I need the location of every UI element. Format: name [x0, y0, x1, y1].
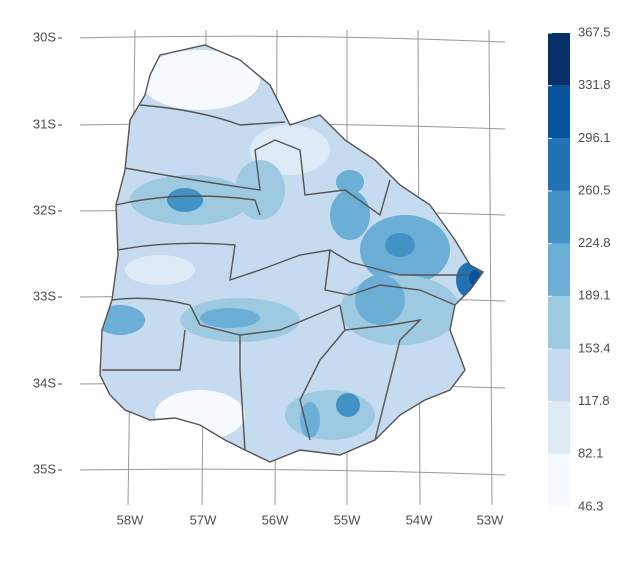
- lon-label: 56W: [262, 512, 289, 527]
- legend-band: [548, 401, 570, 455]
- legend-band: [548, 348, 570, 402]
- legend-band: [548, 454, 570, 507]
- legend-band: [548, 296, 570, 349]
- field-contour: [330, 190, 370, 240]
- lon-label: 57W: [190, 512, 217, 527]
- legend-label: 153.4: [578, 340, 611, 355]
- legend-band: [548, 85, 570, 139]
- field-contour: [200, 308, 260, 328]
- lat-label: 35S: [33, 461, 56, 476]
- lat-label: 32S: [33, 202, 56, 217]
- field-contour: [285, 390, 375, 440]
- legend-label: 331.8: [578, 77, 611, 92]
- legend-band: [548, 243, 570, 297]
- field-contour: [300, 402, 320, 438]
- legend-label: 296.1: [578, 130, 611, 145]
- department-borders: [101, 104, 470, 451]
- legend-label: 367.5: [578, 24, 611, 39]
- lat-label: 30S: [33, 29, 56, 44]
- lon-label: 53W: [477, 512, 504, 527]
- field-contour: [125, 255, 195, 285]
- rainfall-field: [100, 45, 483, 462]
- legend-label: 82.1: [578, 446, 603, 461]
- field-contour: [250, 125, 330, 175]
- lat-label: 31S: [33, 116, 56, 131]
- field-contour: [355, 275, 405, 325]
- legend-label: 117.8: [578, 393, 610, 408]
- field-contour: [155, 390, 245, 440]
- field-contour: [336, 170, 364, 194]
- legend-band: [548, 33, 570, 86]
- legend-label: 224.8: [578, 235, 611, 250]
- legend-band: [548, 190, 570, 244]
- legend-label: 189.1: [578, 288, 611, 303]
- legend: 46.3 82.1 117.8 153.4 189.1 224.8 260.5 296.1 33…: [548, 24, 611, 513]
- lon-label: 54W: [406, 512, 433, 527]
- field-contour: [140, 50, 260, 110]
- lat-label: 33S: [33, 288, 56, 303]
- legend-band: [548, 138, 570, 191]
- legend-label: 260.5: [578, 182, 611, 197]
- lon-label: 58W: [117, 512, 144, 527]
- legend-label: 46.3: [578, 498, 603, 513]
- lat-label: 34S: [33, 375, 56, 390]
- axis-labels: 30S 31S 32S 33S 34S 35S 58W 57W 56W 55W 54W 53W: [33, 29, 504, 527]
- field-contour: [385, 233, 415, 257]
- lon-label: 55W: [334, 512, 361, 527]
- field-contour: [336, 393, 360, 417]
- field-contour: [167, 188, 203, 212]
